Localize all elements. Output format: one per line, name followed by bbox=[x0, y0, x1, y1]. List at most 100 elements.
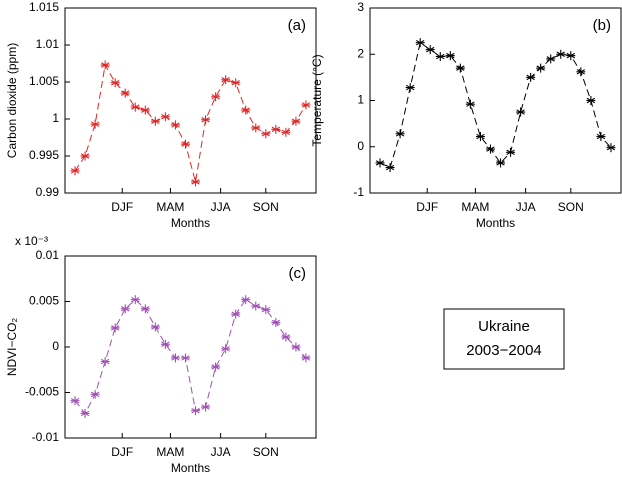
data-point bbox=[130, 102, 140, 112]
data-point bbox=[261, 305, 271, 315]
annotation-line: Ukraine bbox=[478, 318, 530, 335]
y-tick-label: -1 bbox=[353, 185, 364, 199]
y-tick-label: 1 bbox=[357, 93, 364, 107]
data-point bbox=[526, 72, 536, 82]
data-point bbox=[445, 51, 455, 61]
data-point bbox=[160, 339, 170, 349]
data-point bbox=[405, 83, 415, 93]
y-axis-label: Temperature (°C) bbox=[310, 54, 324, 146]
data-point bbox=[80, 151, 90, 161]
data-point bbox=[281, 332, 291, 342]
x-tick-label: MAM bbox=[156, 200, 184, 214]
panel-label: (b) bbox=[593, 17, 611, 34]
x-tick-label: JJA bbox=[211, 200, 231, 214]
data-point bbox=[110, 78, 120, 88]
y-tick-label: 0.995 bbox=[29, 148, 59, 162]
data-point bbox=[221, 75, 231, 85]
data-point bbox=[251, 123, 261, 133]
data-point bbox=[415, 38, 425, 48]
data-line bbox=[74, 299, 307, 415]
data-point bbox=[606, 143, 616, 153]
data-point bbox=[536, 63, 546, 73]
data-point bbox=[231, 78, 241, 88]
data-point bbox=[576, 67, 586, 77]
data-point bbox=[281, 127, 291, 137]
x-axis-label: Months bbox=[171, 216, 210, 230]
data-point bbox=[395, 129, 405, 139]
y-tick-label: 0 bbox=[357, 139, 364, 153]
data-point bbox=[211, 92, 221, 102]
plot-area bbox=[64, 255, 317, 439]
data-point bbox=[160, 112, 170, 122]
data-point bbox=[140, 304, 150, 314]
data-point bbox=[506, 147, 516, 157]
data-point bbox=[201, 115, 211, 125]
x-tick-label: JJA bbox=[211, 445, 231, 459]
y-tick-label: 3 bbox=[357, 0, 364, 14]
data-point bbox=[170, 120, 180, 130]
annotation-box bbox=[443, 308, 565, 370]
data-point bbox=[90, 119, 100, 129]
data-point bbox=[70, 396, 80, 406]
data-point bbox=[150, 322, 160, 332]
y-tick-label: 0.01 bbox=[36, 248, 60, 262]
data-point bbox=[110, 323, 120, 333]
x-tick-label: SON bbox=[558, 200, 584, 214]
data-point bbox=[180, 353, 190, 363]
x-tick-label: SON bbox=[253, 445, 279, 459]
data-point bbox=[120, 88, 130, 98]
plot-area bbox=[369, 7, 622, 194]
data-point bbox=[100, 60, 110, 70]
x-tick-label: JJA bbox=[516, 200, 536, 214]
data-point bbox=[70, 166, 80, 176]
data-point bbox=[191, 177, 201, 187]
data-point bbox=[251, 301, 261, 311]
y-tick-label: 1.01 bbox=[36, 37, 60, 51]
x-tick-label: SON bbox=[253, 200, 279, 214]
data-point bbox=[271, 317, 281, 327]
data-point bbox=[435, 52, 445, 62]
data-point bbox=[170, 353, 180, 363]
data-point bbox=[180, 139, 190, 149]
y-tick-label: 2 bbox=[357, 46, 364, 60]
data-point bbox=[231, 309, 241, 319]
data-point bbox=[221, 344, 231, 354]
data-point bbox=[191, 406, 201, 416]
data-point bbox=[241, 295, 251, 305]
y-tick-label: 0 bbox=[52, 339, 59, 353]
data-point bbox=[241, 105, 251, 115]
data-point bbox=[496, 158, 506, 168]
data-point bbox=[130, 295, 140, 305]
data-point bbox=[566, 51, 576, 61]
y-tick-label: 0.99 bbox=[36, 185, 60, 199]
data-point bbox=[546, 54, 556, 64]
data-point bbox=[375, 158, 385, 168]
data-point bbox=[80, 408, 90, 418]
data-point bbox=[150, 116, 160, 126]
data-point bbox=[120, 304, 130, 314]
data-line bbox=[379, 41, 612, 169]
data-point bbox=[485, 144, 495, 154]
data-point bbox=[596, 132, 606, 142]
data-point bbox=[556, 49, 566, 59]
data-point bbox=[291, 342, 301, 352]
data-point bbox=[455, 63, 465, 73]
x-tick-label: DJF bbox=[111, 200, 133, 214]
data-point bbox=[291, 116, 301, 126]
data-point bbox=[586, 96, 596, 105]
data-point bbox=[425, 45, 435, 55]
x-tick-label: DJF bbox=[416, 200, 438, 214]
y-tick-label: 1.015 bbox=[29, 0, 59, 14]
data-point bbox=[465, 99, 475, 109]
annotation-line: 2003−2004 bbox=[466, 342, 542, 359]
x-axis-label: Months bbox=[476, 216, 515, 230]
data-point bbox=[211, 362, 221, 372]
y-tick-label: -0.005 bbox=[25, 385, 59, 399]
data-point bbox=[201, 402, 211, 412]
panel-label: (a) bbox=[288, 17, 306, 34]
y-axis-label: Carbon dioxide (ppm) bbox=[5, 43, 19, 158]
data-point bbox=[140, 105, 150, 115]
data-point bbox=[475, 132, 485, 142]
y-tick-label: 0.005 bbox=[29, 294, 59, 308]
